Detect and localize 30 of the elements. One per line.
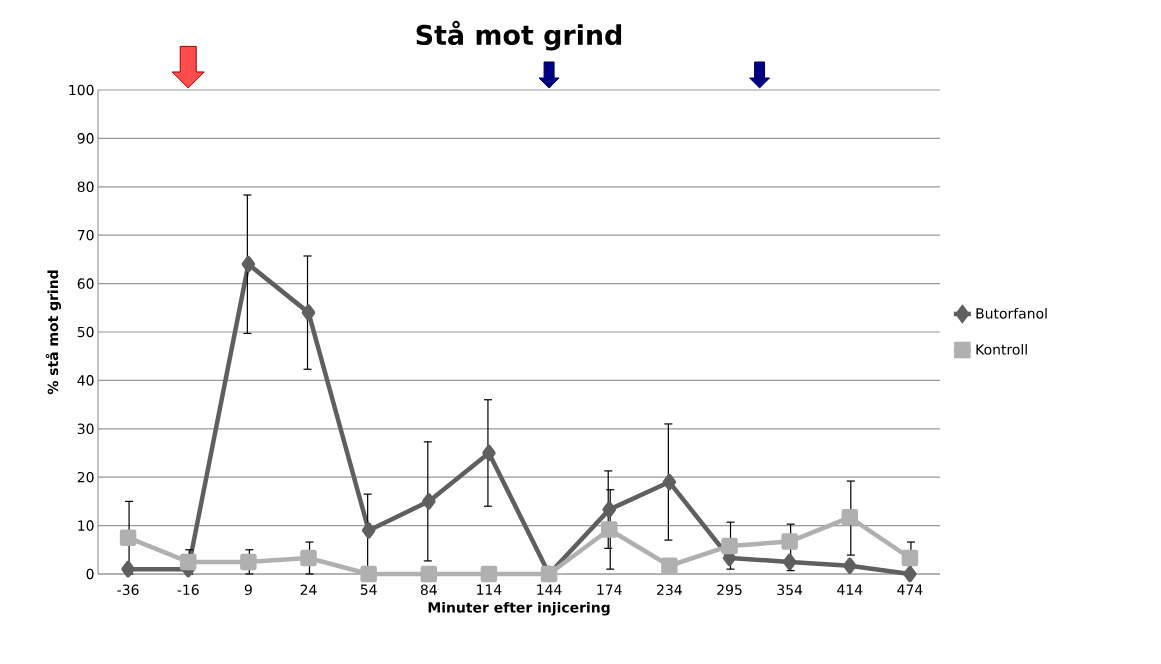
x-axis-title: Minuter efter injicering [428, 601, 610, 616]
legend-label: Butorfanol [976, 307, 1047, 319]
y-tick-label: 100 [69, 84, 94, 96]
x-tick-label: -16 [177, 584, 199, 596]
y-tick-label: 40 [77, 375, 94, 386]
legend-label: Kontroll [976, 343, 1027, 355]
y-tick-label: 0 [86, 568, 94, 580]
x-tick-label: 54 [360, 584, 377, 595]
x-tick-label: 114 [477, 584, 502, 595]
y-tick-label: 30 [77, 423, 94, 435]
y-tick-label: 60 [77, 278, 94, 289]
y-axis-title: % stå mot grind [45, 270, 62, 395]
chart-title: Stå mot grind [416, 20, 622, 51]
y-tick-label: 80 [77, 181, 94, 193]
x-tick-label: 84 [420, 584, 437, 596]
x-tick-label: 9 [244, 584, 252, 596]
x-tick-label: 295 [717, 584, 742, 596]
y-tick-label: 50 [77, 326, 94, 338]
x-tick-label: 24 [300, 584, 317, 595]
x-tick-label: -36 [117, 584, 139, 596]
x-tick-label: 234 [657, 584, 682, 596]
x-tick-label: 144 [537, 584, 562, 595]
x-tick-label: 174 [597, 584, 622, 595]
y-tick-label: 10 [78, 520, 94, 531]
y-tick-label: 90 [77, 133, 94, 144]
y-tick-label: 70 [77, 229, 94, 241]
x-tick-label: 474 [897, 584, 923, 595]
y-tick-label: 20 [77, 471, 94, 483]
x-tick-label: 354 [777, 584, 803, 596]
x-tick-label: 414 [837, 584, 863, 595]
